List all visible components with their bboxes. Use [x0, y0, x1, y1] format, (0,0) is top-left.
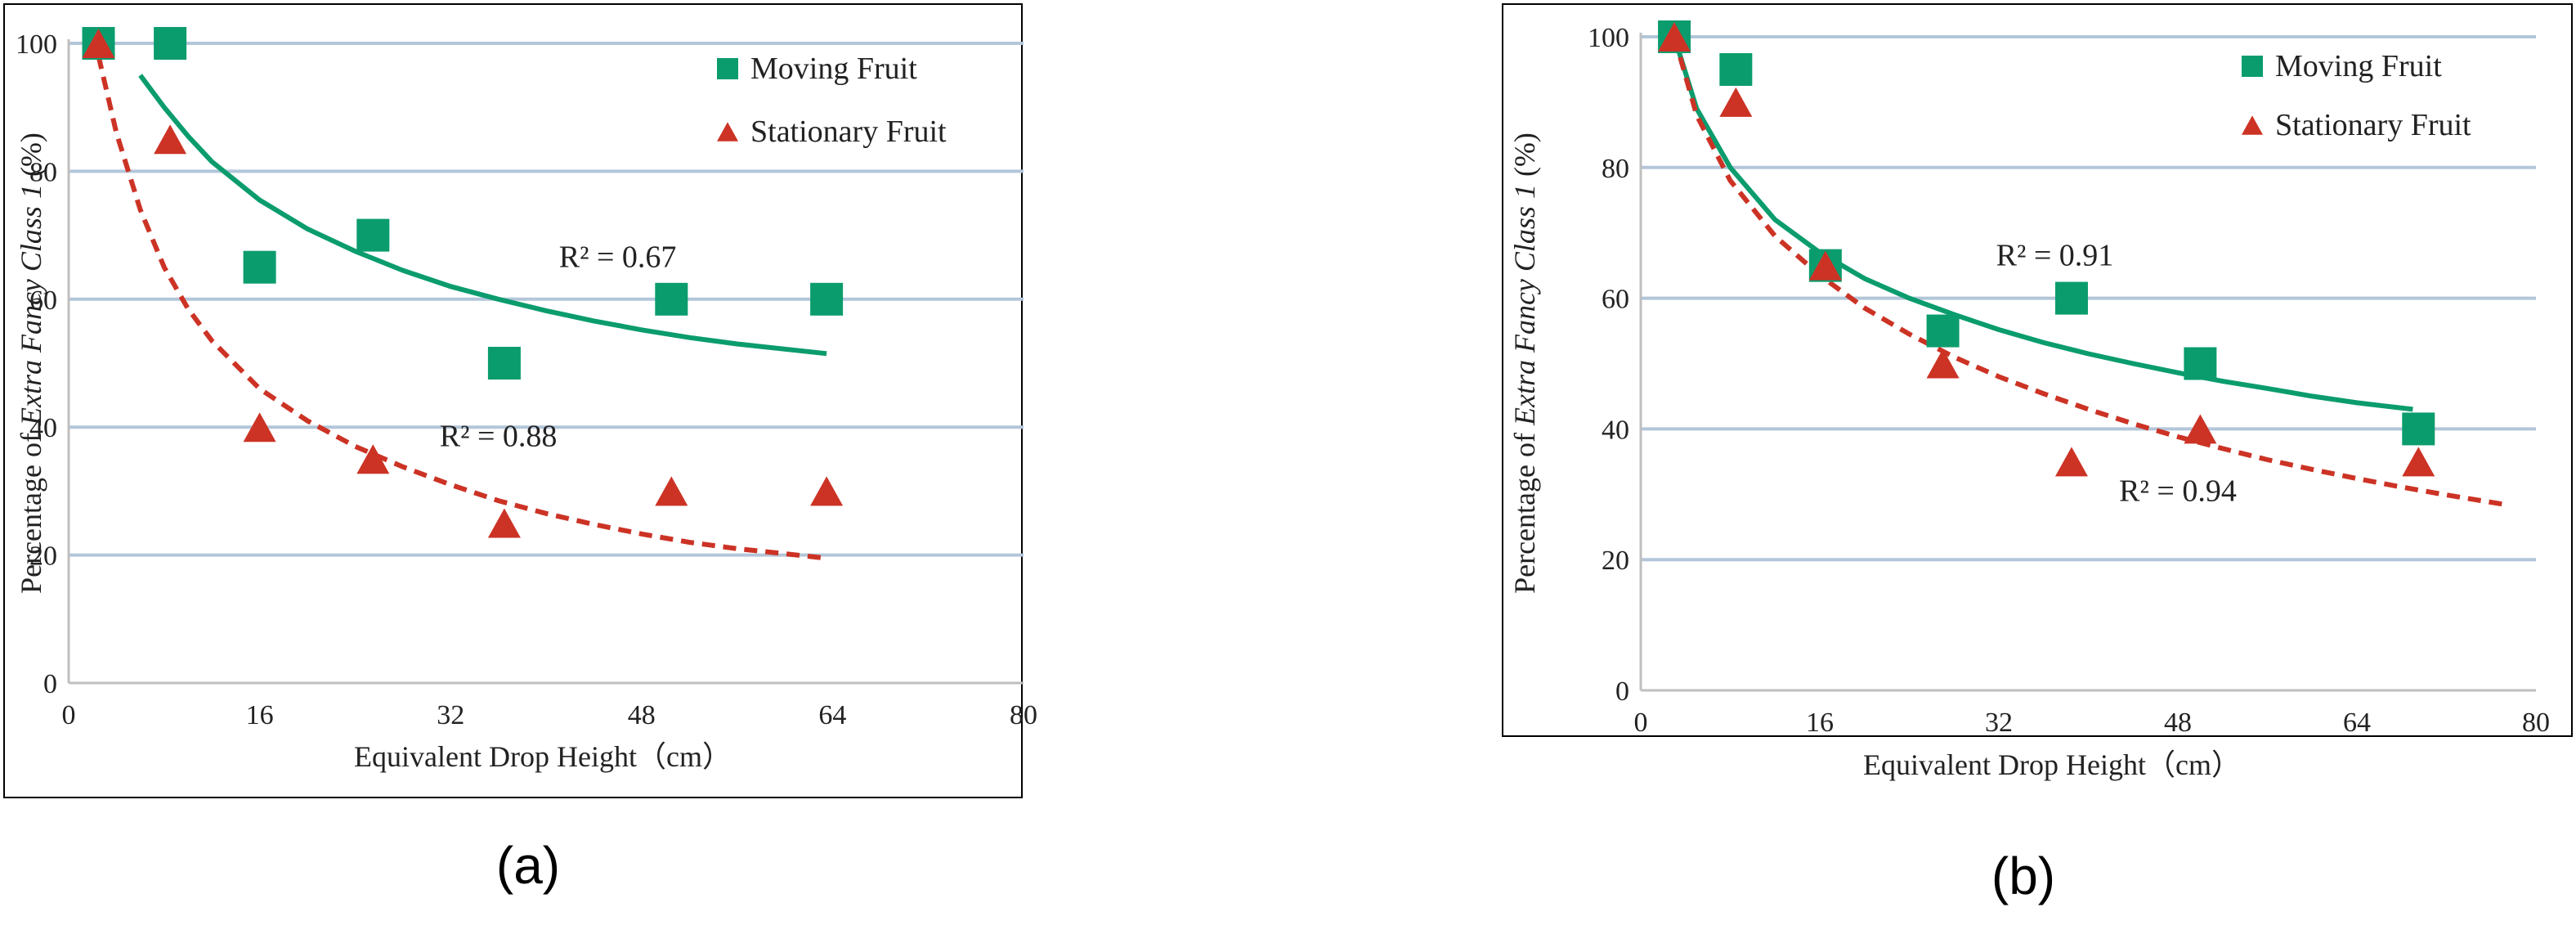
data-point-moving — [810, 282, 844, 316]
legend-marker-stationary — [717, 122, 738, 142]
data-point-stationary — [243, 412, 276, 443]
y-tick-label: 20 — [29, 541, 57, 572]
y-axis-title-part: Extra Fancy Class 1 — [1508, 184, 1541, 426]
fit-curve-stationary — [96, 55, 827, 561]
chart-panel-a: 0 20 40 60 80 100 0 16 32 48 64 80 Equivalent Drop H… — [3, 3, 1037, 895]
fit-curve-moving — [138, 74, 827, 357]
data-point-moving — [1719, 52, 1753, 86]
x-axis-title: Equivalent Drop Height（cm） — [354, 740, 732, 773]
y-tick-label: 80 — [1602, 154, 1629, 184]
x-tick-label: 80 — [1010, 700, 1037, 730]
panel-label: (a) — [496, 836, 560, 895]
data-point-moving — [2184, 347, 2217, 380]
data-point-moving — [154, 27, 187, 60]
panel-label: (b) — [1991, 847, 2055, 905]
x-tick-label: 16 — [246, 700, 274, 730]
data-point-stationary — [82, 29, 115, 58]
y-tick-label: 100 — [1588, 23, 1629, 53]
x-axis-title: Equivalent Drop Height（cm） — [1863, 748, 2241, 781]
data-point-moving — [2402, 412, 2435, 446]
data-point-stationary — [2054, 447, 2088, 477]
r-squared-label: R² = 0.91 — [1996, 239, 2114, 273]
y-axis-title: Percentage of Extra Fancy Class 1 (%) — [1508, 133, 1541, 594]
x-tick-label: 64 — [818, 700, 846, 730]
y-axis-title-part: (%) — [15, 133, 47, 184]
data-point-moving — [2054, 281, 2088, 315]
data-point-moving — [1926, 314, 1960, 348]
data-point-stationary — [1658, 22, 1691, 52]
y-axis-title-part: Percentage of — [15, 425, 47, 594]
legend-label-moving: Moving Fruit — [750, 52, 917, 86]
legend-marker-moving — [717, 58, 738, 79]
data-point-stationary — [2402, 447, 2435, 477]
y-tick-label: 40 — [1602, 415, 1629, 445]
y-tick-label: 0 — [43, 669, 57, 699]
y-tick-label: 60 — [29, 285, 57, 316]
legend-label-stationary: Stationary Fruit — [750, 115, 947, 149]
y-axis-title: Percentage of Extra Fancy Class 1 (%) — [15, 133, 47, 594]
x-tick-label: 32 — [437, 700, 464, 730]
r-squared-label: R² = 0.94 — [2119, 474, 2237, 508]
x-tick-label: 32 — [1985, 708, 2013, 738]
data-point-stationary — [154, 124, 187, 155]
y-axis-title-part: Extra Fancy Class 1 — [15, 184, 47, 426]
data-point-stationary — [2184, 414, 2217, 444]
y-tick-label: 80 — [29, 157, 57, 187]
data-point-stationary — [1719, 87, 1753, 117]
fit-curve-moving — [1672, 36, 2413, 412]
y-axis-title-part: (%) — [1508, 133, 1541, 184]
r-squared-label: R² = 0.88 — [440, 420, 558, 454]
data-point-stationary — [1808, 250, 1842, 281]
chart-panel-b: 0 20 40 60 80 100 0 16 32 48 64 80 Equivalent Drop H… — [1502, 3, 2573, 905]
x-tick-label: 0 — [1634, 708, 1648, 738]
x-tick-label: 48 — [2164, 708, 2192, 738]
y-tick-label: 100 — [16, 29, 57, 60]
r-squared-label: R² = 0.67 — [559, 240, 677, 275]
x-tick-label: 48 — [628, 700, 656, 730]
legend-marker-moving — [2242, 56, 2263, 77]
y-tick-label: 60 — [1602, 285, 1629, 315]
fit-curve-stationary — [1672, 36, 2503, 507]
data-point-stationary — [655, 476, 688, 506]
data-point-stationary — [810, 476, 844, 506]
x-tick-label: 0 — [62, 700, 76, 730]
data-point-stationary — [1926, 348, 1960, 379]
data-point-stationary — [487, 508, 521, 538]
data-point-moving — [655, 282, 688, 316]
data-point-moving — [243, 250, 276, 284]
legend: Moving Fruit Stationary Fruit — [717, 52, 947, 149]
legend-marker-stationary — [2242, 115, 2263, 135]
y-tick-label: 0 — [1615, 676, 1629, 707]
y-tick-label: 40 — [29, 413, 57, 443]
x-tick-label: 80 — [2522, 708, 2550, 738]
legend: Moving Fruit Stationary Fruit — [2242, 49, 2471, 142]
data-point-moving — [356, 218, 390, 252]
chart-frame — [1502, 3, 2573, 737]
y-tick-label: 20 — [1602, 546, 1629, 576]
legend-label-moving: Moving Fruit — [2275, 49, 2442, 83]
legend-label-stationary: Stationary Fruit — [2275, 108, 2471, 142]
x-tick-label: 64 — [2343, 708, 2371, 738]
data-point-stationary — [356, 444, 390, 474]
x-tick-label: 16 — [1806, 708, 1834, 738]
data-point-moving — [487, 347, 521, 380]
y-axis-title-part: Percentage of — [1508, 425, 1541, 594]
chart-frame — [3, 3, 1023, 798]
